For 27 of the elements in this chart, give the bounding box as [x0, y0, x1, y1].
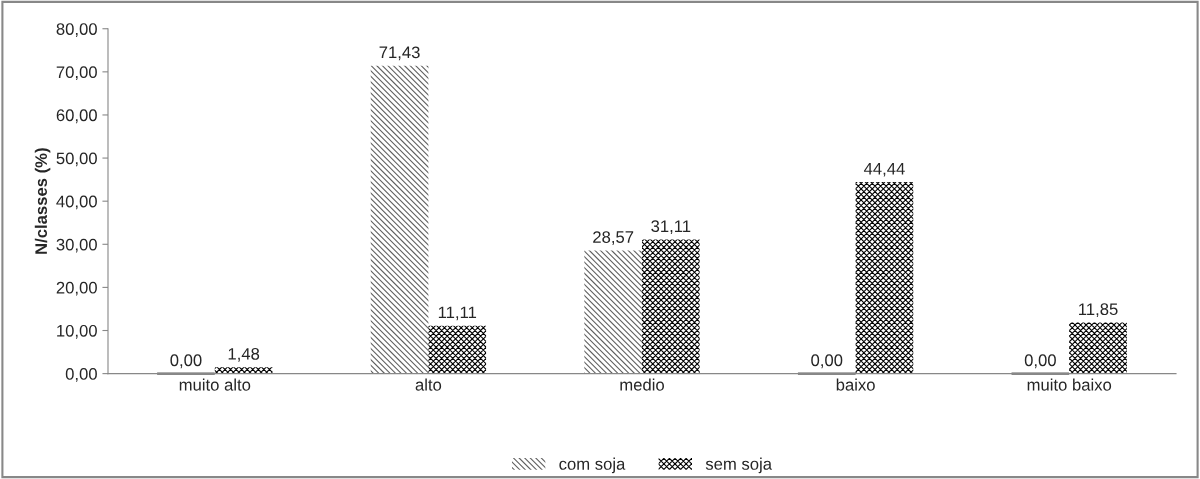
data-label: 0,00: [1024, 354, 1056, 369]
x-tick-label: medio: [620, 378, 664, 391]
data-label: 11,11: [438, 306, 477, 321]
y-tick-label: 80,00: [56, 23, 97, 37]
y-tick-label: 10,00: [57, 324, 97, 339]
x-tick-label: muito baixo: [1027, 378, 1112, 391]
x-tick-label: muito alto: [179, 378, 251, 391]
data-label: 71,43: [379, 46, 420, 61]
y-tick-label: 20,00: [56, 281, 97, 296]
data-label: 44,44: [863, 162, 905, 177]
y-tick-label: 70,00: [56, 66, 97, 81]
x-tick-label: baixo: [836, 378, 875, 391]
legend-label: sem soja: [705, 457, 773, 474]
y-tick-label: 50,00: [56, 152, 97, 167]
y-tick-label: 0,00: [65, 368, 97, 382]
y-tick-label: 60,00: [56, 109, 97, 124]
data-label: 0,00: [170, 354, 202, 369]
data-label: 1,48: [228, 347, 260, 362]
x-tick-label: alto: [415, 378, 442, 391]
legend-label: com soja: [559, 457, 626, 474]
y-tick-label: 30,00: [56, 238, 97, 253]
data-label: 11,85: [1079, 303, 1118, 318]
y-axis-title: N/classes (%): [34, 148, 51, 254]
data-label: 28,57: [593, 231, 634, 245]
data-label: 31,11: [651, 220, 691, 235]
data-label: 0,00: [811, 354, 843, 369]
y-tick-label: 40,00: [56, 195, 97, 210]
